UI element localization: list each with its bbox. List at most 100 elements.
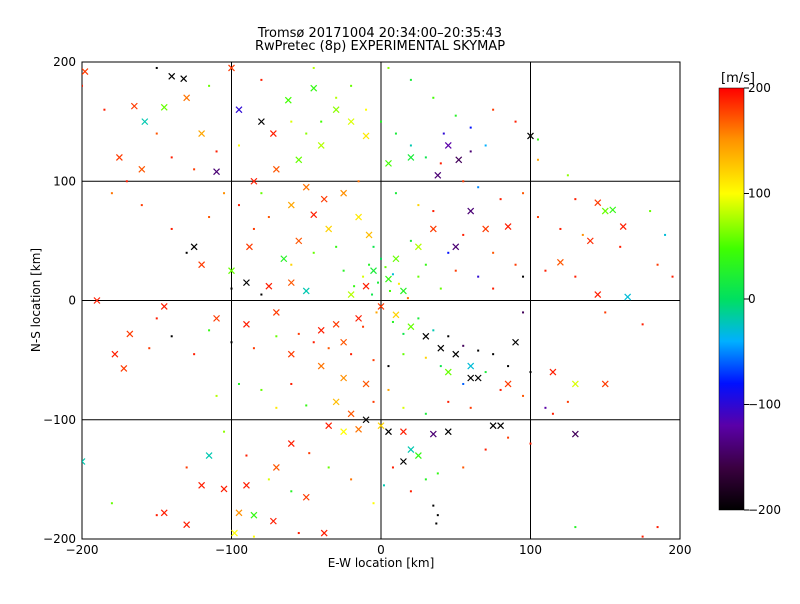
data-point-x bbox=[355, 314, 362, 322]
data-point-x bbox=[180, 75, 188, 83]
data-point-x bbox=[287, 201, 295, 209]
data-point-dot bbox=[372, 359, 375, 362]
x-axis-label: E-W location [km] bbox=[328, 556, 435, 570]
data-point-x bbox=[347, 118, 355, 126]
data-point-x bbox=[320, 195, 328, 203]
data-point-x bbox=[474, 374, 482, 382]
chart-subtitle: RwPretec (8p) EXPERIMENTAL SKYMAP bbox=[255, 39, 505, 54]
data-point-dot bbox=[382, 484, 385, 487]
data-point-dot bbox=[514, 263, 517, 266]
data-point-dot bbox=[417, 317, 420, 320]
data-point-x bbox=[310, 84, 318, 92]
data-point-dot bbox=[170, 156, 173, 159]
data-point-x bbox=[198, 481, 206, 489]
data-point-dot bbox=[362, 275, 365, 278]
data-point-dot bbox=[544, 406, 547, 409]
data-point-x bbox=[400, 287, 407, 295]
data-point-x bbox=[385, 275, 392, 283]
data-point-dot bbox=[462, 233, 465, 236]
data-point-dot bbox=[353, 285, 356, 288]
data-point-dot bbox=[391, 320, 394, 323]
data-point-dot bbox=[559, 227, 562, 230]
colorbar bbox=[718, 87, 745, 511]
data-point-dot bbox=[155, 132, 158, 135]
data-point-dot bbox=[260, 192, 263, 195]
data-point-dot bbox=[170, 335, 173, 338]
data-point-x bbox=[115, 153, 123, 161]
data-point-dot bbox=[447, 335, 450, 338]
data-point-x bbox=[160, 103, 168, 111]
data-point-dot bbox=[529, 442, 532, 445]
data-points bbox=[82, 64, 674, 538]
data-point-x bbox=[392, 255, 400, 263]
data-point-dot bbox=[155, 66, 158, 69]
data-point-dot bbox=[492, 287, 495, 290]
data-point-x bbox=[287, 350, 295, 358]
data-point-dot bbox=[492, 353, 495, 356]
data-point-dot bbox=[484, 144, 487, 147]
data-point-dot bbox=[275, 406, 278, 409]
data-point-dot bbox=[237, 144, 240, 147]
data-point-x bbox=[272, 309, 280, 316]
data-point-x bbox=[422, 332, 430, 340]
data-point-x bbox=[452, 243, 460, 251]
data-point-dot bbox=[290, 382, 293, 385]
data-point-dot bbox=[514, 120, 517, 123]
data-point-x bbox=[434, 171, 442, 179]
data-point-dot bbox=[387, 365, 390, 368]
data-point-x bbox=[198, 261, 206, 269]
data-point-dot bbox=[522, 192, 525, 195]
data-point-x bbox=[302, 287, 310, 295]
data-point-x bbox=[400, 428, 407, 436]
data-point-x bbox=[257, 118, 265, 126]
data-point-dot bbox=[387, 66, 390, 69]
data-point-dot bbox=[267, 478, 270, 481]
data-point-x bbox=[489, 422, 497, 430]
data-point-dot bbox=[447, 400, 450, 403]
data-point-dot bbox=[155, 514, 158, 517]
data-point-x bbox=[295, 156, 303, 164]
data-point-x bbox=[120, 365, 128, 372]
data-point-dot bbox=[417, 204, 420, 207]
data-point-dot bbox=[641, 323, 644, 326]
data-point-x bbox=[340, 428, 348, 436]
data-point-x bbox=[310, 211, 318, 219]
y-tick-label: 200 bbox=[53, 55, 76, 69]
data-point-x bbox=[377, 303, 385, 310]
data-point-dot bbox=[574, 198, 577, 201]
data-point-dot bbox=[208, 216, 211, 219]
y-tick-label: 0 bbox=[68, 294, 76, 308]
data-point-x bbox=[160, 509, 168, 517]
data-point-x bbox=[160, 303, 168, 310]
data-point-dot bbox=[237, 382, 240, 385]
data-point-x bbox=[362, 416, 370, 424]
data-point-x bbox=[246, 243, 253, 251]
data-point-x bbox=[325, 225, 333, 233]
data-point-dot bbox=[406, 297, 409, 300]
y-tick-label: −100 bbox=[43, 413, 76, 427]
data-point-dot bbox=[499, 388, 502, 391]
data-point-dot bbox=[308, 452, 311, 455]
data-point-dot bbox=[499, 198, 502, 201]
y-axis-label: N-S location [km] bbox=[29, 248, 43, 352]
data-point-dot bbox=[275, 335, 278, 338]
data-point-x bbox=[467, 207, 475, 215]
data-point-x bbox=[571, 430, 579, 438]
data-point-x bbox=[82, 458, 86, 465]
data-point-dot bbox=[536, 158, 539, 161]
data-point-x bbox=[601, 380, 609, 388]
data-point-x bbox=[168, 72, 176, 80]
data-point-x bbox=[340, 374, 348, 382]
data-point-x bbox=[497, 422, 505, 430]
data-point-dot bbox=[432, 329, 435, 332]
data-point-dot bbox=[260, 388, 263, 391]
data-point-dot bbox=[362, 325, 365, 328]
data-point-dot bbox=[604, 311, 607, 314]
data-point-x bbox=[444, 368, 452, 376]
data-point-dot bbox=[574, 275, 577, 278]
data-point-x bbox=[444, 142, 452, 149]
data-point-dot bbox=[377, 281, 380, 284]
data-point-dot bbox=[619, 245, 622, 248]
data-point-dot bbox=[439, 365, 442, 368]
